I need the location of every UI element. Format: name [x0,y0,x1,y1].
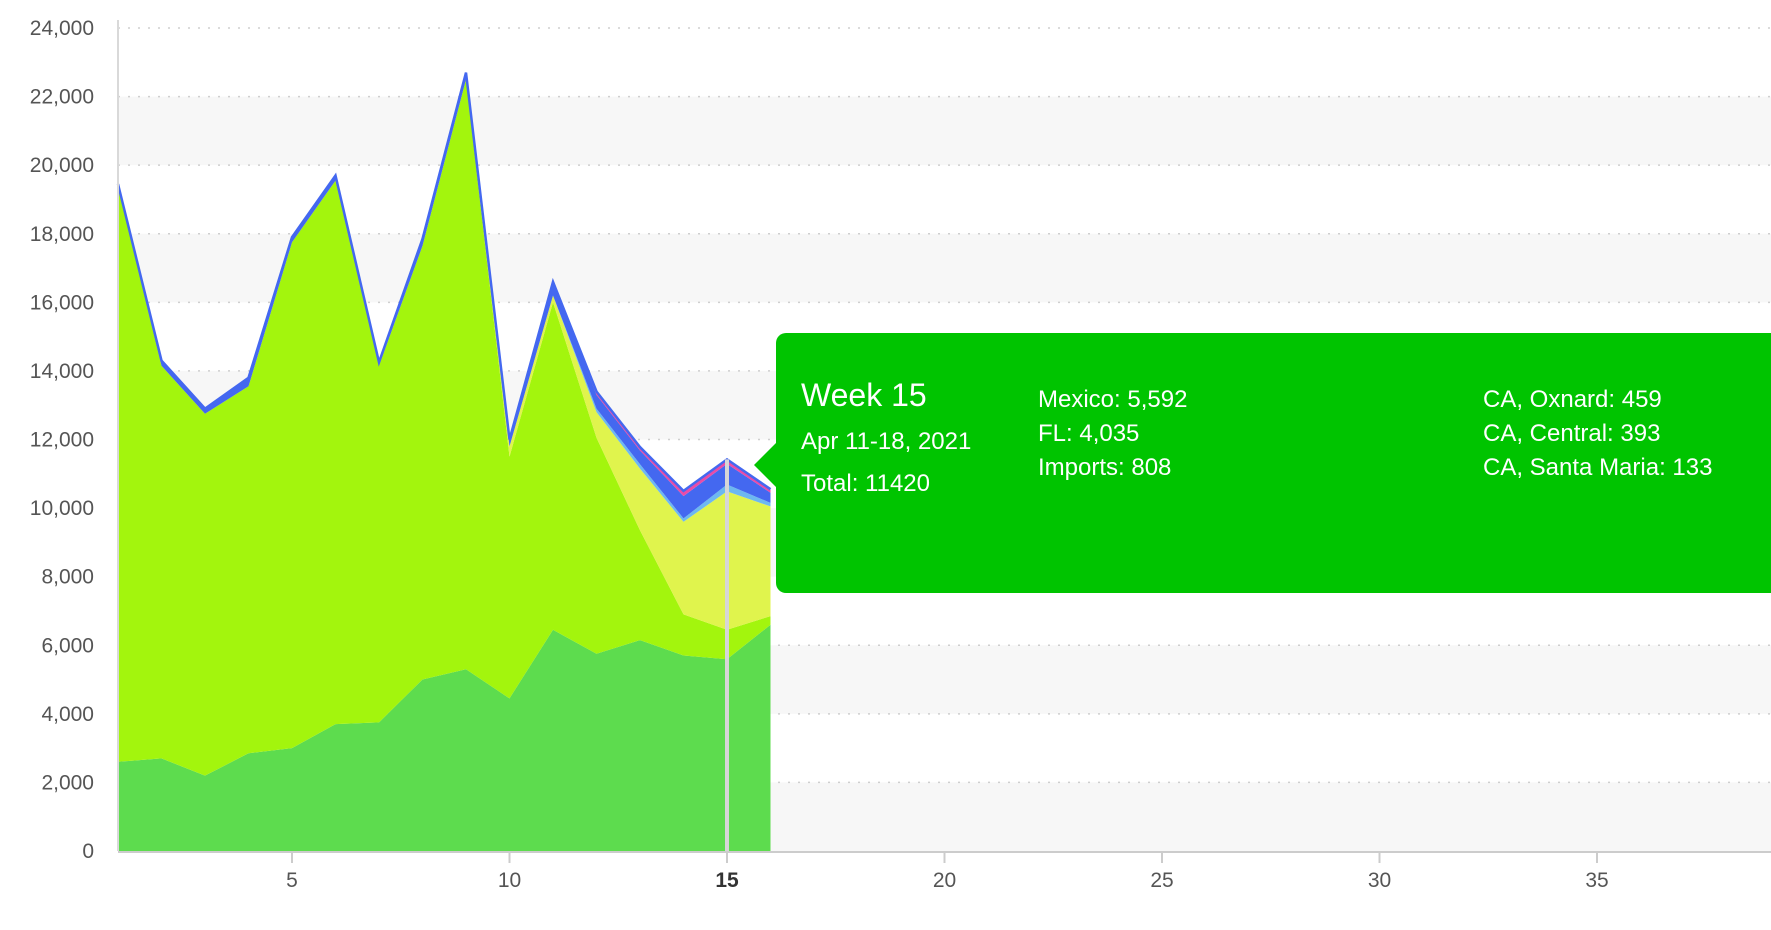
tooltip-column-2: CA, Oxnard: 459 CA, Central: 393 CA, San… [1483,383,1712,485]
tooltip-entry-ca-oxnard: CA, Oxnard: 459 [1483,386,1662,413]
tooltip-week: Week 15 [801,377,927,413]
area-mexico [118,624,771,851]
y-tick-label: 18,000 [30,223,94,246]
x-tick-label: 10 [498,869,521,892]
tooltip-total: Total: 11420 [801,470,930,497]
y-tick-label: 0 [82,840,94,863]
y-tick-label: 10,000 [30,497,94,520]
y-tick-label: 8,000 [41,566,94,589]
y-tick-label: 4,000 [41,703,94,726]
area-ca-central [118,72,771,519]
plot-band [118,233,1771,303]
x-tick-label: 25 [1150,869,1173,892]
y-tick-label: 2,000 [41,771,94,794]
tooltip-pointer [754,443,776,487]
x-tick-label: 30 [1368,869,1391,892]
tooltip-date: Apr 11-18, 2021 [801,428,972,455]
x-tick-label: 15 [715,869,739,892]
tooltip-entry-fl: FL: 4,035 [1038,420,1140,447]
y-tick-label: 20,000 [30,154,94,177]
y-tick-label: 16,000 [30,291,94,314]
tooltip-column-1: Mexico: 5,592 FL: 4,035 Imports: 808 [1038,383,1187,485]
y-tick-label: 22,000 [30,86,94,109]
area-fl [118,79,771,776]
y-tick-label: 6,000 [41,634,94,657]
area-series [116,72,772,851]
x-tick-label: 35 [1585,869,1608,892]
y-tick-label: 14,000 [30,360,94,383]
area-imports [118,79,771,630]
tooltip-entry-ca-santa-maria: CA, Santa Maria: 133 [1483,454,1713,481]
tooltip-entry-mexico: Mexico: 5,592 [1038,386,1188,413]
data-tooltip: Week 15 Apr 11-18, 2021 Total: 11420 Mex… [754,333,1771,593]
tooltip-entry-imports: Imports: 808 [1038,454,1172,481]
x-tick-label: 20 [933,869,956,892]
y-tick-label: 24,000 [30,17,94,40]
plot-band [118,96,1771,166]
x-axis-ticks: 5 10 15 20 25 30 35 [286,852,1609,892]
y-tick-label: 12,000 [30,429,94,452]
tooltip-entry-ca-central: CA, Central: 393 [1483,420,1661,447]
stack-outline [116,72,772,493]
y-axis-ticks: 0 2,000 4,000 6,000 8,000 10,000 12,000 14,000 1… [30,17,94,863]
x-tick-label: 5 [286,869,298,892]
